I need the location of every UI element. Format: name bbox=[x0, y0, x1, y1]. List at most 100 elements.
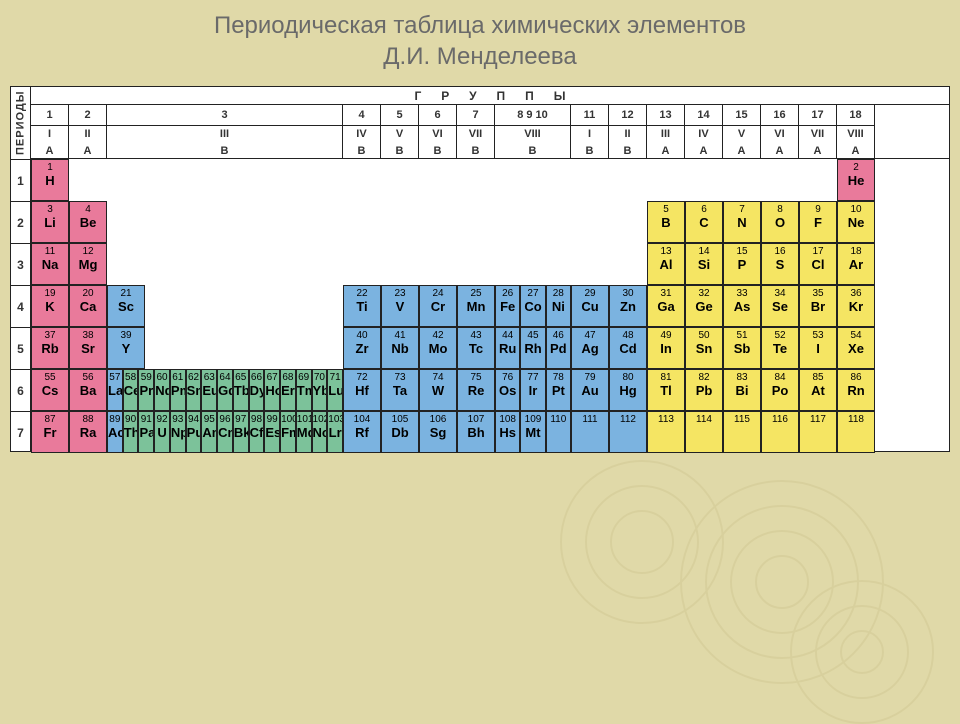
element-cell: 67Ho bbox=[264, 369, 280, 411]
element-cell: 100Fm bbox=[280, 411, 296, 453]
element-cell: 57La bbox=[107, 369, 123, 411]
element-cell: 89Ac bbox=[107, 411, 123, 453]
element-cell: 76Os bbox=[495, 369, 520, 411]
group-header: 1IA bbox=[31, 105, 69, 159]
element-cell: 77Ir bbox=[520, 369, 545, 411]
element-cell: 11Na bbox=[31, 243, 69, 285]
elements-grid: 1H2He3Li4Be5B6C7N8O9F10Ne11Na12Mg13Al14S… bbox=[31, 159, 949, 451]
element-cell: 79Au bbox=[571, 369, 609, 411]
element-cell: 95Am bbox=[201, 411, 217, 453]
element-cell: 63Eu bbox=[201, 369, 217, 411]
element-cell: 113 bbox=[647, 411, 685, 453]
element-cell: 69Tm bbox=[296, 369, 312, 411]
element-cell: 54Xe bbox=[837, 327, 875, 369]
periods-label: ПЕРИОДЫ bbox=[11, 87, 30, 159]
groups-header: ГРУППЫ 1IA2IIA3IIIB4IVB5VB6VIB7VIIB8 9 1… bbox=[31, 87, 949, 159]
element-cell: 13Al bbox=[647, 243, 685, 285]
group-header: 3IIIB bbox=[107, 105, 343, 159]
element-cell: 118 bbox=[837, 411, 875, 453]
element-cell: 48Cd bbox=[609, 327, 647, 369]
group-header: 11IB bbox=[571, 105, 609, 159]
element-cell: 4Be bbox=[69, 201, 107, 243]
element-cell: 29Cu bbox=[571, 285, 609, 327]
group-header: 2IIA bbox=[69, 105, 107, 159]
element-cell: 41Nb bbox=[381, 327, 419, 369]
group-header: 14IVA bbox=[685, 105, 723, 159]
title-line-1: Периодическая таблица химических элемент… bbox=[214, 12, 746, 39]
element-cell: 58Ce bbox=[123, 369, 139, 411]
element-cell: 62Sm bbox=[186, 369, 202, 411]
element-cell: 8O bbox=[761, 201, 799, 243]
element-cell: 91Pa bbox=[138, 411, 154, 453]
group-header: 15VA bbox=[723, 105, 761, 159]
element-cell: 23V bbox=[381, 285, 419, 327]
element-cell: 60Nd bbox=[154, 369, 170, 411]
element-cell: 28Ni bbox=[546, 285, 571, 327]
element-cell: 84Po bbox=[761, 369, 799, 411]
element-cell: 2He bbox=[837, 159, 875, 201]
element-cell: 88Ra bbox=[69, 411, 107, 453]
element-cell: 96Cm bbox=[217, 411, 233, 453]
groups-label: ГРУППЫ bbox=[31, 87, 949, 105]
element-cell: 116 bbox=[761, 411, 799, 453]
element-cell: 5B bbox=[647, 201, 685, 243]
element-cell: 117 bbox=[799, 411, 837, 453]
element-cell: 112 bbox=[609, 411, 647, 453]
element-cell: 10Ne bbox=[837, 201, 875, 243]
element-cell: 115 bbox=[723, 411, 761, 453]
element-cell: 15P bbox=[723, 243, 761, 285]
element-cell: 71Lu bbox=[327, 369, 343, 411]
element-cell: 114 bbox=[685, 411, 723, 453]
element-cell: 39Y bbox=[107, 327, 145, 369]
element-cell: 49In bbox=[647, 327, 685, 369]
element-cell: 35Br bbox=[799, 285, 837, 327]
element-cell: 21Sc bbox=[107, 285, 145, 327]
element-cell: 24Cr bbox=[419, 285, 457, 327]
group-header: 16VIA bbox=[761, 105, 799, 159]
element-cell: 37Rb bbox=[31, 327, 69, 369]
period-number: 7 bbox=[11, 411, 30, 453]
page-title: Периодическая таблица химических элемент… bbox=[0, 10, 960, 72]
element-cell: 78Pt bbox=[546, 369, 571, 411]
element-cell: 93Np bbox=[170, 411, 186, 453]
element-cell: 73Ta bbox=[381, 369, 419, 411]
group-header: 12IIB bbox=[609, 105, 647, 159]
period-number: 1 bbox=[11, 159, 30, 201]
element-cell: 72Hf bbox=[343, 369, 381, 411]
period-number: 3 bbox=[11, 243, 30, 285]
element-cell: 81Tl bbox=[647, 369, 685, 411]
element-cell: 18Ar bbox=[837, 243, 875, 285]
element-cell: 111 bbox=[571, 411, 609, 453]
element-cell: 74W bbox=[419, 369, 457, 411]
element-cell: 44Ru bbox=[495, 327, 520, 369]
group-header: 4IVB bbox=[343, 105, 381, 159]
element-cell: 7N bbox=[723, 201, 761, 243]
element-cell: 59Pr bbox=[138, 369, 154, 411]
element-cell: 33As bbox=[723, 285, 761, 327]
element-cell: 109Mt bbox=[520, 411, 545, 453]
element-cell: 103Lr bbox=[327, 411, 343, 453]
element-cell: 87Fr bbox=[31, 411, 69, 453]
element-cell: 66Dy bbox=[249, 369, 265, 411]
element-cell: 19K bbox=[31, 285, 69, 327]
group-header: 6VIB bbox=[419, 105, 457, 159]
element-cell: 65Tb bbox=[233, 369, 249, 411]
element-cell: 90Th bbox=[123, 411, 139, 453]
element-cell: 51Sb bbox=[723, 327, 761, 369]
element-cell: 6C bbox=[685, 201, 723, 243]
group-header: 7VIIB bbox=[457, 105, 495, 159]
element-cell: 55Cs bbox=[31, 369, 69, 411]
element-cell: 9F bbox=[799, 201, 837, 243]
element-cell: 34Se bbox=[761, 285, 799, 327]
element-cell: 30Zn bbox=[609, 285, 647, 327]
element-cell: 83Bi bbox=[723, 369, 761, 411]
period-number: 5 bbox=[11, 327, 30, 369]
element-cell: 108Hs bbox=[495, 411, 520, 453]
element-cell: 40Zr bbox=[343, 327, 381, 369]
period-number: 6 bbox=[11, 369, 30, 411]
element-cell: 106Sg bbox=[419, 411, 457, 453]
element-cell: 22Ti bbox=[343, 285, 381, 327]
element-cell: 38Sr bbox=[69, 327, 107, 369]
element-cell: 92U bbox=[154, 411, 170, 453]
element-cell: 31Ga bbox=[647, 285, 685, 327]
